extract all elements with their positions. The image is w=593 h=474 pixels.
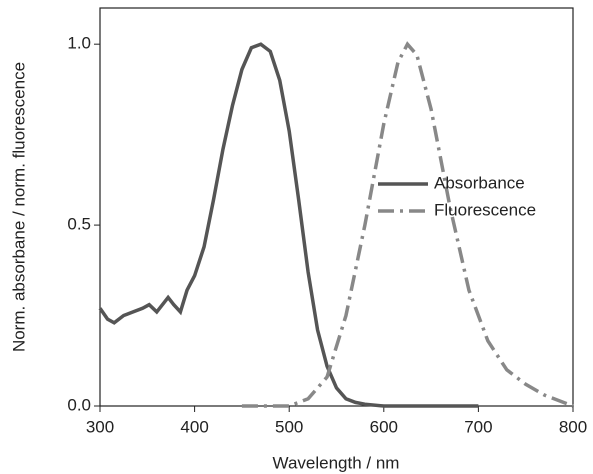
y-tick-label: 0.0 (67, 395, 91, 414)
x-tick-label: 400 (180, 417, 208, 436)
x-tick-label: 600 (370, 417, 398, 436)
y-tick-label: 0.5 (67, 215, 91, 234)
data-line (98, 42, 479, 408)
legend-label: Absorbance (434, 173, 525, 192)
y-tick-label: 1.0 (67, 34, 91, 53)
x-tick-label: 300 (86, 417, 114, 436)
plot-frame (99, 7, 574, 407)
x-tick-label: 500 (275, 417, 303, 436)
x-axis-label: Wavelength / nm (273, 453, 400, 472)
y-axis-label: Norm. absorbane / norm. fluorescence (9, 62, 28, 352)
legend-label: Fluorescence (434, 200, 536, 219)
x-tick-label: 700 (464, 417, 492, 436)
data-line (241, 41, 574, 408)
x-tick-label: 800 (559, 417, 587, 436)
